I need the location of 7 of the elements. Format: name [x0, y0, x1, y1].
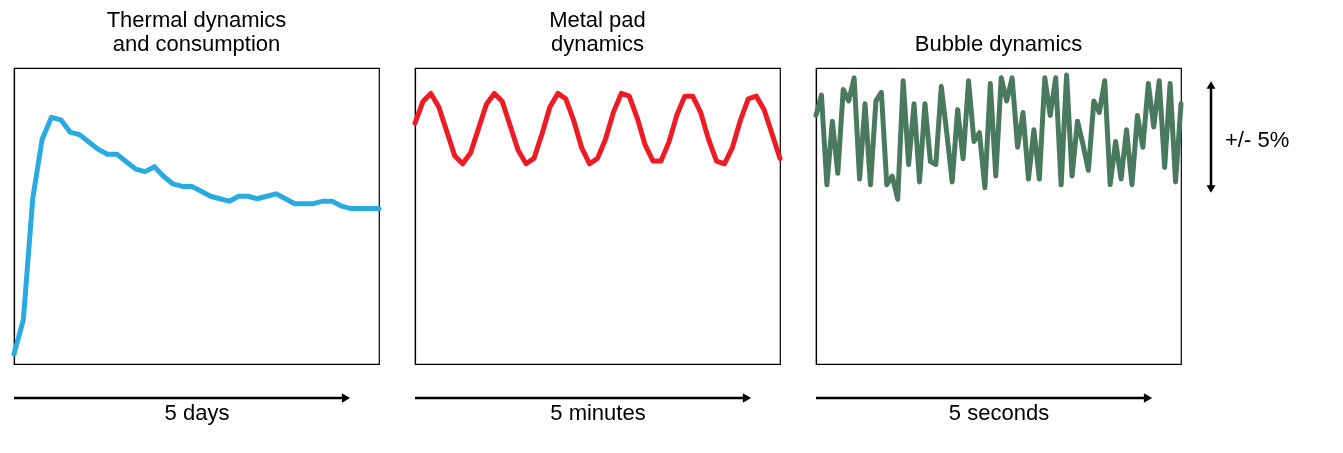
chart-title: Thermal dynamics and consumption: [106, 7, 287, 56]
x-axis-title: 5 minutes: [550, 399, 646, 425]
chart-title: Bubble dynamics: [914, 31, 1083, 56]
chart-title: Metal pad dynamics: [549, 7, 646, 56]
text: +/- 5%: [1225, 127, 1290, 152]
x-axis-title: 5 days: [164, 399, 230, 425]
x-axis-title: 5 seconds: [948, 399, 1050, 425]
